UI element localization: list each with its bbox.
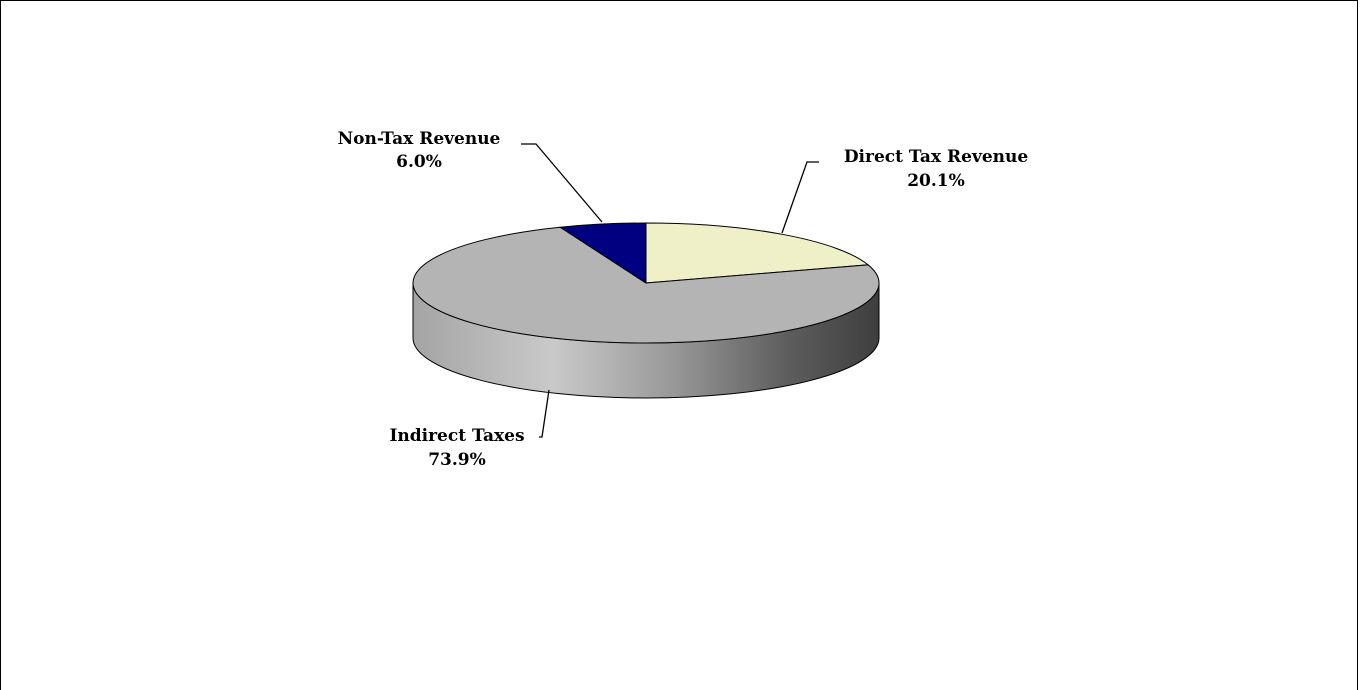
label-non-tax-revenue-value: 6.0% xyxy=(396,152,442,172)
pie-slice-indirect-taxes xyxy=(412,226,880,344)
leader-line-non-tax-revenue xyxy=(521,143,603,223)
pie-slice-direct-tax-revenue xyxy=(645,222,870,284)
label-indirect-taxes-value: 73.9% xyxy=(428,450,486,470)
leader-line-indirect-taxes xyxy=(539,389,550,438)
pie-top-faces xyxy=(412,222,880,344)
label-non-tax-revenue-name: Non-Tax Revenue xyxy=(338,129,501,149)
label-direct-tax-revenue-value: 20.1% xyxy=(907,171,965,191)
pie-chart: Non-Tax Revenue 6.0% Direct Tax Revenue … xyxy=(338,129,1029,470)
leader-line-direct-tax-revenue xyxy=(781,161,819,234)
leader-lines xyxy=(521,143,819,438)
label-indirect-taxes-name: Indirect Taxes xyxy=(389,426,524,446)
label-direct-tax-revenue-name: Direct Tax Revenue xyxy=(844,147,1029,167)
pie-slice-non-tax-revenue xyxy=(558,222,647,284)
